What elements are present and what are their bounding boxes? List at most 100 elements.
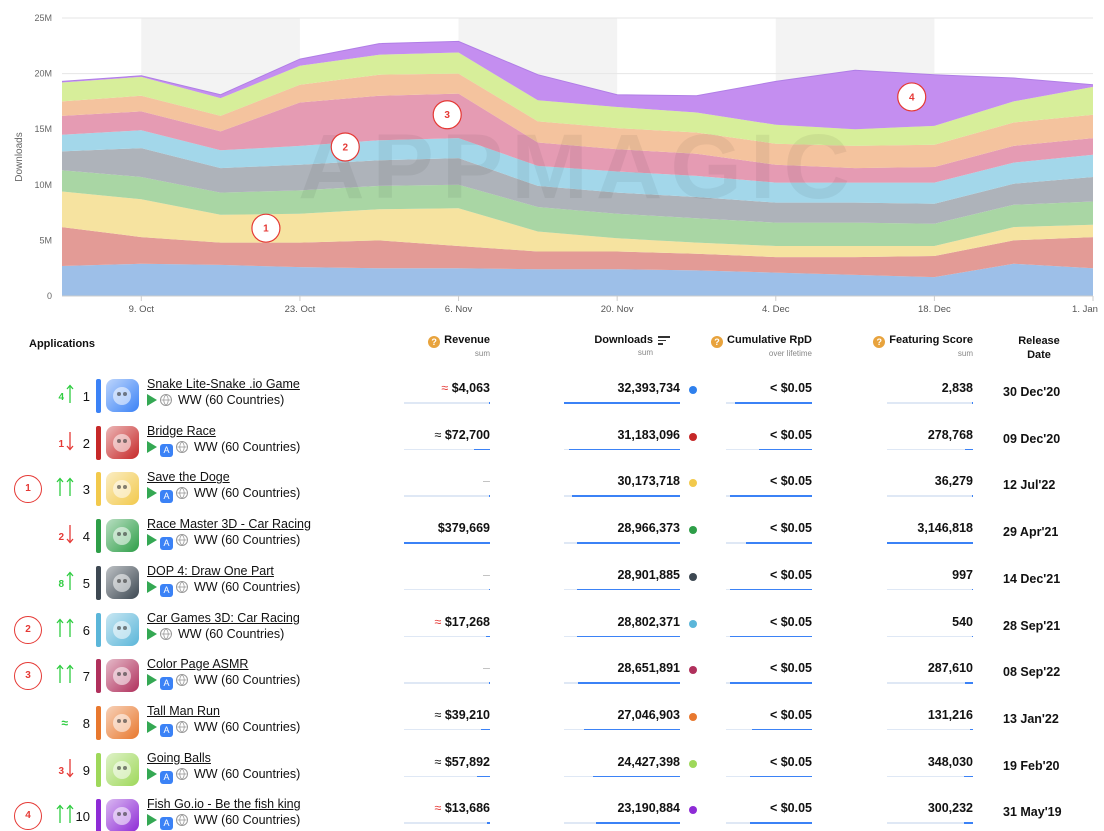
- table-row[interactable]: 3 9 Going Balls A WW (60 Countries) ≈ $57,892…: [0, 748, 1104, 795]
- featuring-score-value: 36,279: [934, 474, 973, 489]
- table-row[interactable]: ≈8 Tall Man Run A WW (60 Countries) ≈ $39,21…: [0, 701, 1104, 748]
- chart-marker-1[interactable]: 1: [251, 213, 281, 243]
- cumulative-rpd-value: < $0.05: [769, 474, 812, 489]
- series-color-dot: [689, 572, 697, 581]
- app-name-link[interactable]: Snake Lite-Snake .io Game: [147, 377, 300, 391]
- header-revenue[interactable]: ? Revenue sum: [420, 334, 490, 358]
- area-series-7: [62, 93, 1093, 183]
- google-play-icon[interactable]: [147, 627, 157, 640]
- app-icon[interactable]: [106, 612, 139, 646]
- header-downloads[interactable]: Downloads sum: [570, 334, 670, 357]
- app-name-link[interactable]: Car Games 3D: Car Racing: [147, 610, 300, 625]
- app-icon[interactable]: [106, 472, 139, 506]
- help-icon[interactable]: ?: [873, 336, 886, 348]
- table-row[interactable]: 3 7 Color Page ASMR A WW (60 Countries) – 28,6…: [0, 654, 1104, 701]
- app-name-link[interactable]: DOP 4: Draw One Part: [147, 563, 274, 578]
- featuring-score-value: 300,232: [927, 801, 973, 816]
- globe-icon: [176, 440, 188, 453]
- app-store-icon[interactable]: A: [160, 723, 173, 737]
- chart-marker-4[interactable]: 4: [897, 82, 927, 112]
- y-tick-label: 0: [47, 291, 52, 301]
- app-store-icon[interactable]: A: [160, 770, 173, 784]
- header-cumulative-rpd[interactable]: ? Cumulative RpD over lifetime: [700, 334, 812, 358]
- app-store-icon[interactable]: A: [160, 583, 173, 597]
- app-icon[interactable]: [106, 799, 139, 831]
- table-row[interactable]: 2 4 Race Master 3D - Car Racing A WW (60 Cou…: [0, 514, 1104, 561]
- help-icon[interactable]: ?: [428, 336, 441, 348]
- downloads-value: 31,183,096: [617, 427, 680, 442]
- google-play-icon[interactable]: [147, 720, 157, 733]
- app-icon[interactable]: [106, 659, 139, 693]
- sort-icon[interactable]: [658, 334, 670, 347]
- value-bar: [887, 402, 973, 404]
- google-play-icon[interactable]: [147, 440, 157, 453]
- header-applications[interactable]: Applications: [29, 338, 96, 350]
- app-icon[interactable]: [106, 705, 139, 739]
- google-play-icon[interactable]: [147, 534, 157, 547]
- revenue-value: ≈ $17,268: [434, 614, 490, 629]
- google-play-icon[interactable]: [147, 487, 157, 500]
- app-icon[interactable]: [106, 565, 139, 599]
- app-store-icon[interactable]: A: [160, 537, 173, 551]
- app-name-link[interactable]: Race Master 3D - Car Racing: [147, 517, 311, 532]
- globe-icon: [176, 720, 188, 733]
- downloads-value: 30,173,718: [617, 474, 680, 489]
- app-icon[interactable]: [106, 425, 139, 459]
- app-icon[interactable]: [106, 379, 139, 412]
- value-bar: [887, 682, 973, 684]
- rank-number: 3: [82, 482, 90, 498]
- table-row[interactable]: 1 3 Save the Doge A WW (60 Countries) – 30,173…: [0, 467, 1104, 514]
- value-bar: [726, 635, 812, 637]
- app-name-link[interactable]: Color Page ASMR: [147, 657, 249, 672]
- value-bar-fill: [577, 542, 680, 544]
- marker-circle: [251, 213, 281, 243]
- value-bar: [404, 542, 490, 544]
- region-label: WW (60 Countries): [194, 766, 301, 781]
- app-name-link[interactable]: Bridge Race: [147, 423, 216, 438]
- featuring-score-value: 348,030: [927, 754, 973, 769]
- value-bar-fill: [730, 635, 812, 637]
- app-name-link[interactable]: Save the Doge: [147, 470, 230, 485]
- google-play-icon[interactable]: [147, 580, 157, 593]
- value-bar-fill: [750, 775, 812, 778]
- table-row[interactable]: 4 10 Fish Go.io - Be the fish king A WW (60 …: [0, 794, 1104, 831]
- downloads-value: 28,802,371: [617, 614, 680, 629]
- header-featuring-score[interactable]: ? Featuring Score sum: [860, 334, 973, 358]
- downloads-value: 28,901,885: [617, 567, 680, 582]
- google-play-icon[interactable]: [147, 814, 157, 827]
- app-icon[interactable]: [106, 752, 139, 786]
- globe-icon: [176, 487, 188, 500]
- help-icon[interactable]: ?: [711, 336, 724, 348]
- google-play-icon[interactable]: [147, 394, 157, 406]
- region-label: WW (60 Countries): [178, 393, 285, 407]
- table-row[interactable]: 2 6 Car Games 3D: Car Racing WW (60 Countri…: [0, 608, 1104, 655]
- google-play-icon[interactable]: [147, 674, 157, 687]
- app-name-link[interactable]: Going Balls: [147, 750, 211, 765]
- table-row[interactable]: 8 5 DOP 4: Draw One Part A WW (60 Countries)…: [0, 561, 1104, 608]
- google-play-icon[interactable]: [147, 767, 157, 780]
- x-tick-label: 23. Oct: [285, 304, 316, 315]
- marker-circle: [432, 100, 462, 130]
- row-marker: 3: [14, 662, 42, 691]
- app-name-link[interactable]: Fish Go.io - Be the fish king: [147, 797, 301, 812]
- featuring-score-value: 997: [952, 567, 973, 582]
- app-icon[interactable]: [106, 519, 139, 553]
- app-store-icon[interactable]: A: [160, 443, 173, 457]
- chart-marker-3[interactable]: 3: [432, 100, 462, 130]
- app-color-bar: [96, 705, 101, 740]
- app-store-icon[interactable]: A: [160, 817, 173, 831]
- table-row[interactable]: 4 1 Snake Lite-Snake .io Game WW (60 Countr…: [0, 374, 1104, 421]
- value-bar: [404, 682, 490, 684]
- x-tick-label: 1. Jan: [1072, 304, 1098, 315]
- series-color-dot: [689, 479, 697, 488]
- app-store-icon[interactable]: A: [160, 490, 173, 504]
- value-bar: [887, 822, 973, 824]
- header-release-date[interactable]: Release Date: [1018, 335, 1060, 361]
- app-name-link[interactable]: Tall Man Run: [147, 703, 220, 718]
- region-label: WW (60 Countries): [194, 533, 301, 548]
- area-series-1: [62, 263, 1093, 296]
- app-store-icon[interactable]: A: [160, 677, 173, 691]
- table-row[interactable]: 1 2 Bridge Race A WW (60 Countries) ≈ $72,700…: [0, 421, 1104, 468]
- chart-marker-2[interactable]: 2: [330, 132, 360, 162]
